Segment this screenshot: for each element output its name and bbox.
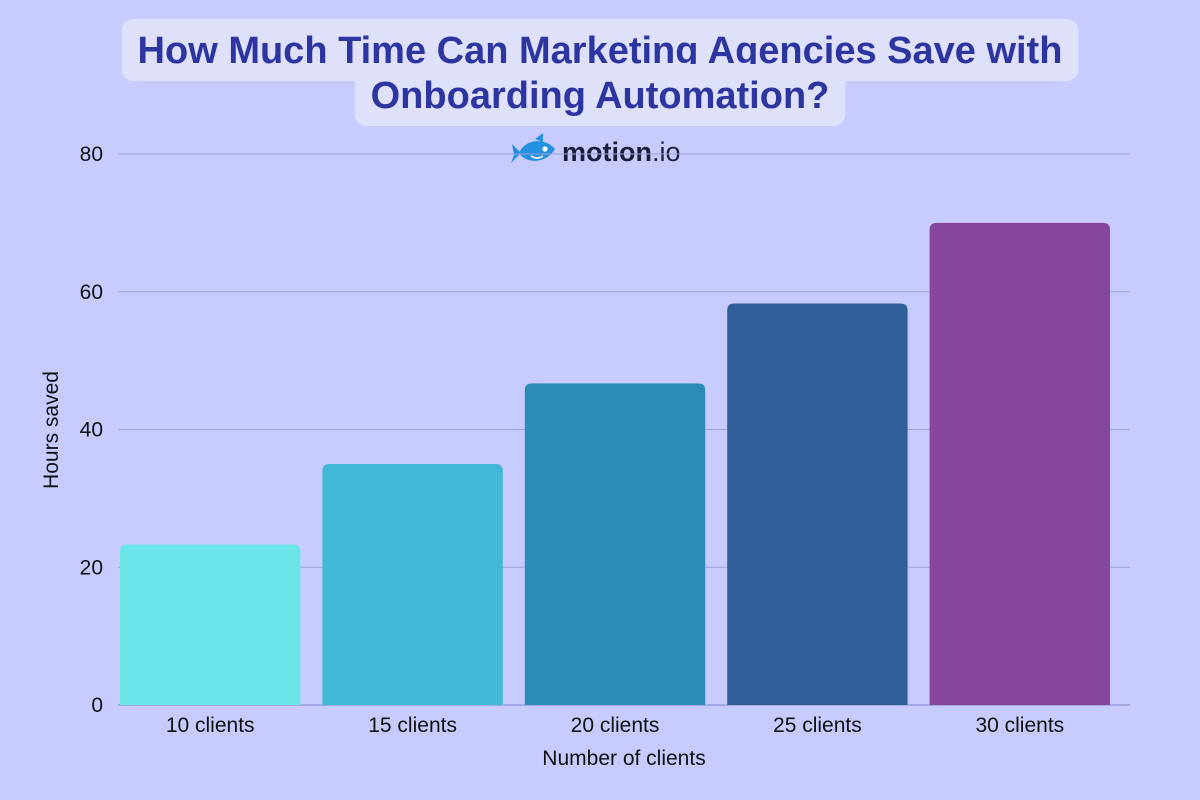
x-tick-label: 10 clients: [166, 714, 255, 737]
y-tick-label: 0: [91, 694, 103, 717]
y-tick-label: 80: [80, 143, 103, 166]
x-tick-label: 30 clients: [975, 714, 1064, 737]
brand-name-suffix: .io: [652, 137, 681, 167]
brand-name-bold: motion: [562, 137, 652, 167]
bars: [120, 222, 1110, 705]
y-tick-label: 20: [80, 556, 103, 579]
y-tick-label: 40: [80, 419, 103, 442]
bar: [120, 544, 301, 705]
x-tick-label: 15 clients: [368, 714, 457, 737]
y-axis-ticks: 0 20 40 60 80: [80, 143, 103, 717]
x-tick-label: 25 clients: [773, 714, 862, 737]
brand-name: motion.io: [562, 137, 681, 167]
title-line: Onboarding Automation?: [371, 75, 830, 117]
y-axis-title: Hours saved: [40, 371, 63, 489]
chart-title: How Much Time Can Marketing Agencies Sav…: [121, 19, 1079, 126]
y-tick-label: 60: [80, 281, 103, 304]
title-line-box: [121, 19, 1079, 81]
bar: [524, 383, 706, 705]
fish-logo-icon: [511, 133, 555, 163]
bar: [727, 303, 908, 705]
x-axis-title: Number of clients: [542, 747, 705, 770]
x-axis-ticks: 10 clients 15 clients 20 clients 25 clients…: [166, 714, 1064, 737]
x-tick-label: 20 clients: [571, 714, 660, 737]
bar: [322, 463, 503, 705]
brand-logo: motion.io: [511, 133, 681, 167]
bar: [929, 222, 1110, 705]
title-line-box: [354, 64, 846, 126]
